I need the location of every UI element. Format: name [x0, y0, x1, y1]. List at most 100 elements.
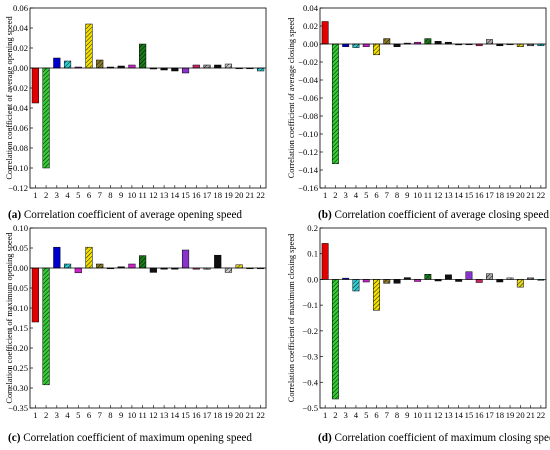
- x-tick-label: 7: [385, 410, 390, 420]
- x-tick-label: 12: [434, 190, 443, 200]
- y-tick-label: 0.04: [13, 23, 29, 33]
- x-tick-label: 22: [537, 190, 546, 200]
- x-tick-label: 16: [192, 190, 201, 200]
- x-tick-label: 6: [374, 410, 379, 420]
- y-tick-label: −0.16: [298, 183, 319, 193]
- y-tick-label: 0.02: [303, 21, 318, 31]
- bar: [373, 279, 380, 311]
- y-tick-label: −0.05: [8, 283, 28, 293]
- bar: [424, 274, 432, 280]
- bar: [352, 279, 360, 292]
- x-tick-label: 10: [413, 410, 422, 420]
- bar: [424, 38, 432, 45]
- bar: [465, 271, 473, 280]
- bar: [434, 41, 442, 45]
- y-axis-label: Correlation coefficient of maximum closi…: [287, 233, 296, 402]
- bar: [139, 255, 147, 269]
- x-tick-label: 3: [344, 190, 348, 200]
- y-tick-label: 0.1: [307, 249, 318, 259]
- y-tick-label: −0.25: [8, 363, 28, 373]
- bar: [42, 267, 50, 386]
- x-tick-label: 19: [506, 190, 515, 200]
- y-tick-label: −0.08: [298, 111, 318, 121]
- x-tick-label: 4: [65, 410, 70, 420]
- y-tick-label: 0.04: [303, 3, 319, 13]
- y-tick-label: −0.12: [8, 183, 28, 193]
- x-tick-label: 21: [246, 410, 255, 420]
- x-tick-label: 20: [235, 410, 244, 420]
- x-tick-label: 11: [138, 410, 146, 420]
- x-tick-label: 1: [33, 410, 37, 420]
- x-tick-label: 11: [138, 190, 146, 200]
- y-tick-label: −0.20: [8, 343, 28, 353]
- x-tick-label: 13: [160, 410, 169, 420]
- bar: [362, 43, 370, 47]
- x-tick-label: 4: [354, 190, 359, 200]
- bar: [192, 64, 200, 69]
- x-tick-label: 22: [256, 410, 265, 420]
- y-tick-label: −0.3: [302, 352, 318, 362]
- x-tick-label: 2: [44, 410, 48, 420]
- caption-letter: (b): [318, 209, 332, 221]
- bar: [181, 249, 190, 269]
- bar: [331, 43, 339, 164]
- x-tick-label: 6: [87, 410, 92, 420]
- x-tick-label: 20: [516, 410, 525, 420]
- bar: [224, 267, 233, 273]
- x-tick-label: 11: [424, 410, 432, 420]
- x-tick-label: 19: [224, 190, 233, 200]
- x-tick-label: 7: [385, 190, 390, 200]
- bar: [42, 67, 50, 169]
- bar: [171, 67, 179, 72]
- x-tick-label: 18: [213, 410, 222, 420]
- x-tick-label: 9: [119, 410, 123, 420]
- x-tick-label: 20: [235, 190, 244, 200]
- x-tick-label: 14: [454, 410, 463, 420]
- x-tick-label: 18: [213, 190, 222, 200]
- y-tick-label: −0.35: [8, 403, 28, 413]
- y-tick-label: −0.06: [298, 93, 319, 103]
- y-tick-label: −0.5: [302, 403, 318, 413]
- x-tick-label: 22: [537, 410, 546, 420]
- y-tick-label: −0.10: [8, 303, 28, 313]
- x-tick-label: 17: [485, 410, 494, 420]
- bar: [214, 254, 222, 269]
- y-tick-label: −0.04: [8, 103, 29, 113]
- x-tick-label: 2: [44, 190, 48, 200]
- bar: [181, 67, 190, 74]
- x-tick-label: 18: [495, 190, 504, 200]
- x-tick-label: 8: [395, 410, 399, 420]
- caption-letter: (c): [8, 432, 21, 444]
- x-tick-label: 1: [323, 410, 327, 420]
- bar: [486, 273, 493, 280]
- bar: [203, 64, 211, 69]
- bar: [85, 23, 93, 69]
- y-tick-label: −0.10: [8, 163, 28, 173]
- caption-letter: (a): [8, 209, 21, 221]
- bar: [352, 43, 360, 48]
- plot-frame: [29, 227, 267, 409]
- bar: [96, 263, 104, 269]
- x-tick-label: 20: [516, 190, 525, 200]
- bar: [96, 59, 104, 69]
- x-tick-label: 5: [76, 410, 80, 420]
- bar: [63, 263, 72, 269]
- y-tick-label: −0.12: [298, 147, 318, 157]
- x-tick-label: 8: [108, 190, 112, 200]
- bar: [362, 279, 370, 283]
- x-tick-label: 10: [413, 190, 422, 200]
- bar: [53, 57, 61, 69]
- y-tick-label: 0.10: [13, 223, 28, 233]
- chart-panel: 0.04 0.02 0.00 −0.02 −0.04 −0.06 −0.08 −0.10 −0.…: [287, 3, 549, 221]
- panel-caption: (c) Correlation coefficient of maximum o…: [8, 432, 252, 444]
- y-axis-label: Correlation coefficient of average openi…: [5, 16, 14, 180]
- y-tick-label: −0.10: [298, 129, 318, 139]
- y-tick-label: 0.2: [307, 223, 318, 233]
- y-axis-label: Correlation coefficient of average closi…: [287, 17, 296, 178]
- bar: [373, 43, 380, 56]
- x-tick-label: 2: [333, 190, 337, 200]
- y-tick-label: −0.02: [298, 57, 318, 67]
- x-tick-label: 14: [171, 190, 180, 200]
- caption-text: Correlation coefficient of average openi…: [21, 209, 242, 221]
- x-tick-label: 19: [224, 410, 233, 420]
